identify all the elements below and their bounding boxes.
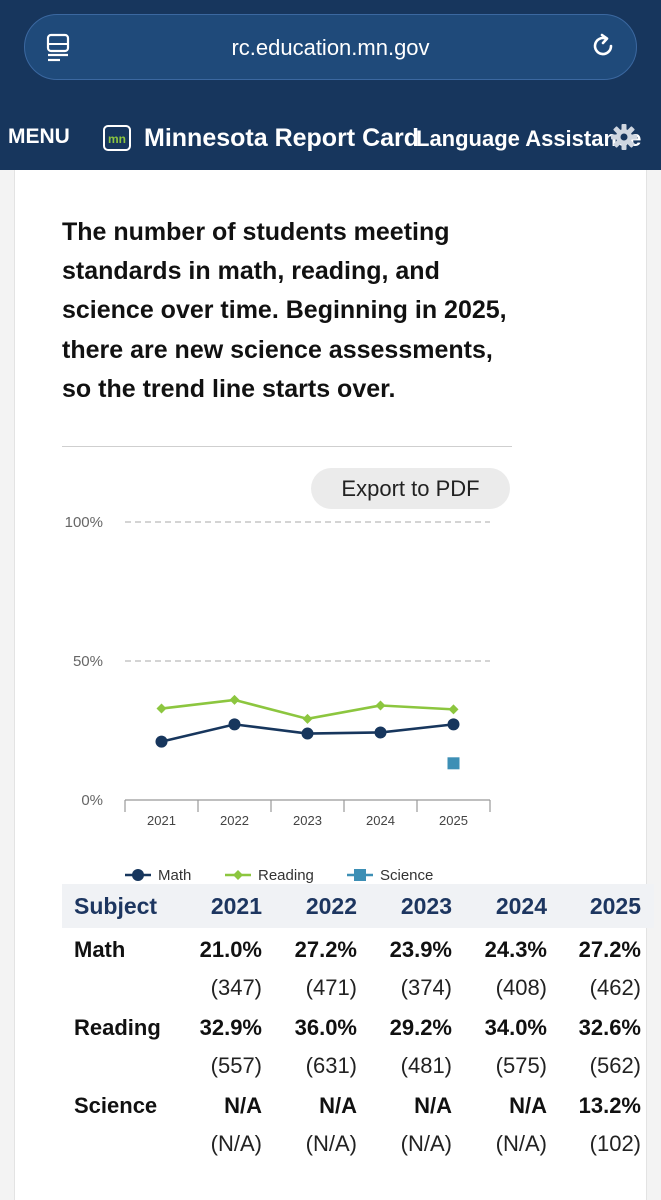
reading-point: [156, 703, 167, 714]
export-pdf-button[interactable]: Export to PDF: [311, 468, 510, 509]
table-cell-count: (N/A): [495, 1131, 547, 1156]
table-cell-count: (347): [210, 975, 262, 1000]
table-cell-percent: 29.2%: [389, 1015, 452, 1040]
table-cell-count: (408): [495, 975, 547, 1000]
math-point: [374, 726, 387, 739]
y-tick-label: 0%: [81, 792, 103, 809]
math-point: [301, 727, 314, 740]
table-cell-percent: 23.9%: [389, 937, 452, 962]
trend-chart: 0% 50% 100% 2021 2022 2023 2024 2025 Math Reading…: [65, 514, 491, 884]
table-header-row: [62, 884, 654, 928]
table-cell-percent: N/A: [319, 1093, 357, 1118]
site-title[interactable]: Minnesota Report Card: [144, 124, 420, 152]
browser-toolbar: rc.education.mn.gov: [0, 0, 661, 100]
math-point: [155, 735, 168, 748]
mn-logo-icon[interactable]: mn: [103, 125, 131, 151]
table-cell-percent: N/A: [224, 1093, 262, 1118]
table-cell-count: (374): [400, 975, 452, 1000]
reading-point: [229, 694, 240, 705]
table-row-label: Science: [74, 1093, 158, 1118]
table-cell-count: (N/A): [210, 1131, 262, 1156]
x-tick-label: 2024: [366, 813, 395, 828]
reading-point: [375, 700, 386, 711]
table-header-subject: Subject: [74, 893, 158, 919]
table-cell-count: (481): [400, 1053, 452, 1078]
table-row-label: Math: [74, 937, 126, 962]
table-header-year: 2024: [495, 893, 547, 919]
menu-button[interactable]: MENU: [8, 125, 70, 148]
table-cell-count: (471): [305, 975, 357, 1000]
table-cell-count: (631): [305, 1053, 357, 1078]
reading-point: [302, 713, 313, 724]
x-tick-label: 2021: [147, 813, 176, 828]
table-header-year: 2022: [305, 893, 357, 919]
table-cell-count: (562): [589, 1053, 641, 1078]
table-cell-percent: N/A: [509, 1093, 547, 1118]
table-cell-percent: N/A: [414, 1093, 452, 1118]
url-text[interactable]: rc.education.mn.gov: [231, 35, 430, 60]
table-cell-count: (557): [210, 1053, 262, 1078]
science-legend-label: Science: [380, 867, 433, 884]
math-point: [228, 718, 241, 731]
math-point: [447, 718, 460, 731]
table-cell-percent: 27.2%: [294, 937, 357, 962]
table-cell-percent: 21.0%: [199, 937, 262, 962]
table-cell-percent: 24.3%: [484, 937, 547, 962]
science-legend-marker: [354, 869, 366, 881]
content-card: [14, 170, 647, 1200]
table-header-year: 2023: [400, 893, 452, 919]
y-tick-label: 100%: [65, 514, 103, 531]
reading-point: [448, 704, 459, 715]
gear-icon[interactable]: [610, 123, 638, 151]
site-header: MENU mn Minnesota Report Card Language A…: [0, 100, 661, 170]
divider: [62, 446, 512, 447]
reading-legend-marker: [233, 870, 243, 880]
table-header-year: 2021: [210, 893, 262, 919]
reading-legend-label: Reading: [258, 867, 314, 884]
table-cell-percent: 36.0%: [294, 1015, 357, 1040]
y-tick-label: 50%: [73, 653, 103, 670]
math-legend-label: Math: [158, 867, 191, 884]
address-bar[interactable]: rc.education.mn.gov: [24, 14, 637, 80]
svg-text:mn: mn: [108, 132, 126, 146]
table-cell-percent: 27.2%: [578, 937, 641, 962]
table-cell-count: (575): [495, 1053, 547, 1078]
x-tick-label: 2022: [220, 813, 249, 828]
table-header-year: 2025: [589, 893, 641, 919]
language-assistance-link[interactable]: Language Assistance: [416, 126, 642, 151]
x-tick-label: 2023: [293, 813, 322, 828]
table-cell-count: (N/A): [400, 1131, 452, 1156]
table-row-label: Reading: [74, 1015, 161, 1040]
table-cell-percent: 32.6%: [578, 1015, 641, 1040]
page-menu-icon[interactable]: [46, 33, 70, 63]
x-tick-label: 2025: [439, 813, 468, 828]
reload-icon[interactable]: [589, 32, 617, 60]
table-cell-count: (462): [589, 975, 641, 1000]
table-cell-count: (102): [589, 1131, 641, 1156]
science-point: [447, 757, 460, 770]
chart-description: The number of students meeting standards…: [62, 218, 507, 403]
table-cell-percent: 32.9%: [199, 1015, 262, 1040]
table-cell-percent: 34.0%: [484, 1015, 547, 1040]
table-cell-percent: 13.2%: [578, 1093, 641, 1118]
math-legend-marker: [132, 869, 144, 881]
table-cell-count: (N/A): [305, 1131, 357, 1156]
